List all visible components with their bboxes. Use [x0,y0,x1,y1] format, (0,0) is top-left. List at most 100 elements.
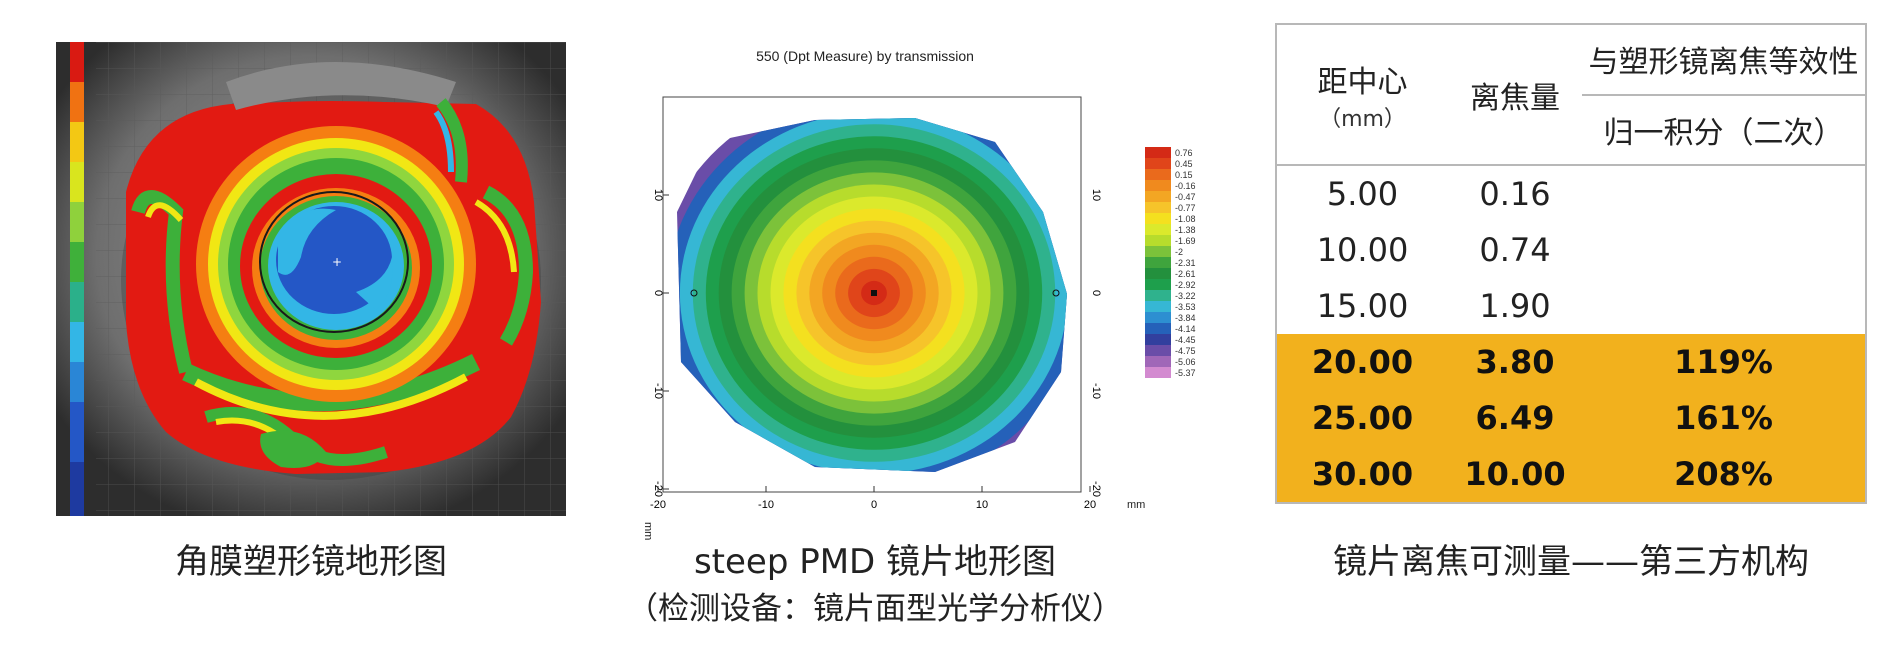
legend-swatch [1145,334,1171,345]
cell-distance: 15.00 [1276,278,1448,334]
lens-topography-caption: steep PMD 镜片地形图 [693,542,1057,582]
axis-ticks: -20 -10 0 10 20 10 10 0 0 -10 -10 -20 -20 [650,189,1102,511]
legend-label: -2.92 [1175,280,1196,290]
legend-label: -3.53 [1175,302,1196,312]
legend-label: -2.61 [1175,269,1196,279]
legend-label: -4.14 [1175,324,1196,334]
cell-defocus: 0.74 [1448,222,1582,279]
cell-equivalence: 161% [1582,389,1866,446]
y-unit-label: mm [642,522,654,540]
cell-distance: 25.00 [1276,389,1448,446]
legend-label: -5.06 [1175,357,1196,367]
chart-legend: 0.760.450.15-0.16-0.47-0.77-1.08-1.38-1.… [1145,147,1196,378]
x-tick-label: 20 [1084,499,1096,511]
legend-label: 0.15 [1175,170,1193,180]
y-tick-label-right: 10 [1090,189,1102,201]
lens-topography-device: （检测设备：镜片面型光学分析仪） [627,591,1123,627]
cell-defocus: 1.90 [1448,278,1582,334]
legend-label: -2.31 [1175,258,1196,268]
header-distance-unit: （mm） [1319,106,1406,132]
table-body: 5.00 0.16 10.00 0.74 15.00 1.90 20.00 3.80 119% 2… [1276,165,1866,503]
legend-label: -0.77 [1175,203,1196,213]
legend-label: -3.22 [1175,291,1196,301]
legend-label: -1.38 [1175,225,1196,235]
legend-swatch [1145,191,1171,202]
y-tick-label-right: 0 [1090,290,1102,296]
x-tick-label: 0 [871,499,877,511]
defocus-table-caption: 镜片离焦可测量——第三方机构 [1333,542,1809,582]
header-distance-cell: 距中心 （mm） [1276,24,1448,167]
legend-swatch [1145,158,1171,169]
lens-topography-plot: 550 (Dpt Measure) by transmission -20 -10… [642,48,1196,540]
legend-swatch [1145,202,1171,213]
legend-label: -5.37 [1175,368,1196,378]
legend-label: -4.75 [1175,346,1196,356]
corneal-topography-map: + [56,42,566,516]
center-marker [871,290,877,296]
y-tick-label-right: -20 [1090,481,1102,497]
right-marker [1052,289,1060,297]
x-tick-label: -20 [650,499,666,511]
legend-label: -2 [1175,247,1183,257]
legend-swatch [1145,257,1171,268]
legend-label: -1.08 [1175,214,1196,224]
cell-equivalence: 119% [1582,334,1866,390]
table-row: 20.00 3.80 119% [1276,334,1866,390]
table-row: 25.00 6.49 161% [1276,389,1866,446]
legend-label: 0.45 [1175,159,1193,169]
cell-distance: 30.00 [1276,445,1448,503]
y-tick-label-left: 10 [652,189,664,201]
legend-swatch [1145,224,1171,235]
y-tick-label-right: -10 [1090,383,1102,399]
table-row: 30.00 10.00 208% [1276,445,1866,503]
cell-defocus: 6.49 [1448,389,1582,446]
topography-color-scale [70,42,84,516]
header-distance: 距中心 [1317,64,1408,100]
legend-swatch [1145,235,1171,246]
legend-swatch [1145,312,1171,323]
legend-label: -3.84 [1175,313,1196,323]
cell-distance: 20.00 [1276,334,1448,390]
left-marker [690,289,698,297]
legend-label: -0.47 [1175,192,1196,202]
x-unit-label: mm [1127,499,1145,511]
legend-swatch [1145,367,1171,378]
legend-label: -0.16 [1175,181,1196,191]
cell-defocus: 10.00 [1448,445,1582,503]
legend-swatch [1145,180,1171,191]
lens-topography-chart: 550 (Dpt Measure) by transmission -20 -10… [615,42,1215,547]
x-tick-label: -10 [758,499,774,511]
legend-label: 0.76 [1175,148,1193,158]
header-equivalence: 与塑形镜离焦等效性 [1582,24,1866,96]
table-row: 5.00 0.16 [1276,165,1866,223]
defocus-table-panel: 距中心 （mm） 离焦量 与塑形镜离焦等效性 归一积分（二次） 5.00 0.16… [1275,23,1867,506]
chart-title: 550 (Dpt Measure) by transmission [756,48,974,64]
cell-distance: 5.00 [1276,165,1448,223]
legend-swatch [1145,356,1171,367]
corneal-topography-caption: 角膜塑形镜地形图 [175,542,447,582]
y-tick-label-left: -20 [652,481,664,497]
legend-swatch [1145,290,1171,301]
legend-label: -4.45 [1175,335,1196,345]
legend-swatch [1145,147,1171,158]
x-tick-label: 10 [976,499,988,511]
legend-swatch [1145,246,1171,257]
cell-equivalence [1582,278,1866,334]
legend-swatch [1145,169,1171,180]
defocus-table: 距中心 （mm） 离焦量 与塑形镜离焦等效性 归一积分（二次） 5.00 0.16… [1275,23,1867,504]
y-tick-label-left: 0 [652,290,664,296]
corneal-topography-image: + [56,42,566,516]
header-integral: 归一积分（二次） [1582,94,1866,167]
legend-swatch [1145,301,1171,312]
svg-text:+: + [332,255,342,269]
cell-equivalence [1582,222,1866,279]
legend-swatch [1145,279,1171,290]
legend-swatch [1145,213,1171,224]
legend-label: -1.69 [1175,236,1196,246]
cell-equivalence [1582,165,1866,223]
cell-distance: 10.00 [1276,222,1448,279]
table-row: 15.00 1.90 [1276,278,1866,334]
table-row: 10.00 0.74 [1276,222,1866,279]
legend-swatch [1145,345,1171,356]
legend-swatch [1145,268,1171,279]
